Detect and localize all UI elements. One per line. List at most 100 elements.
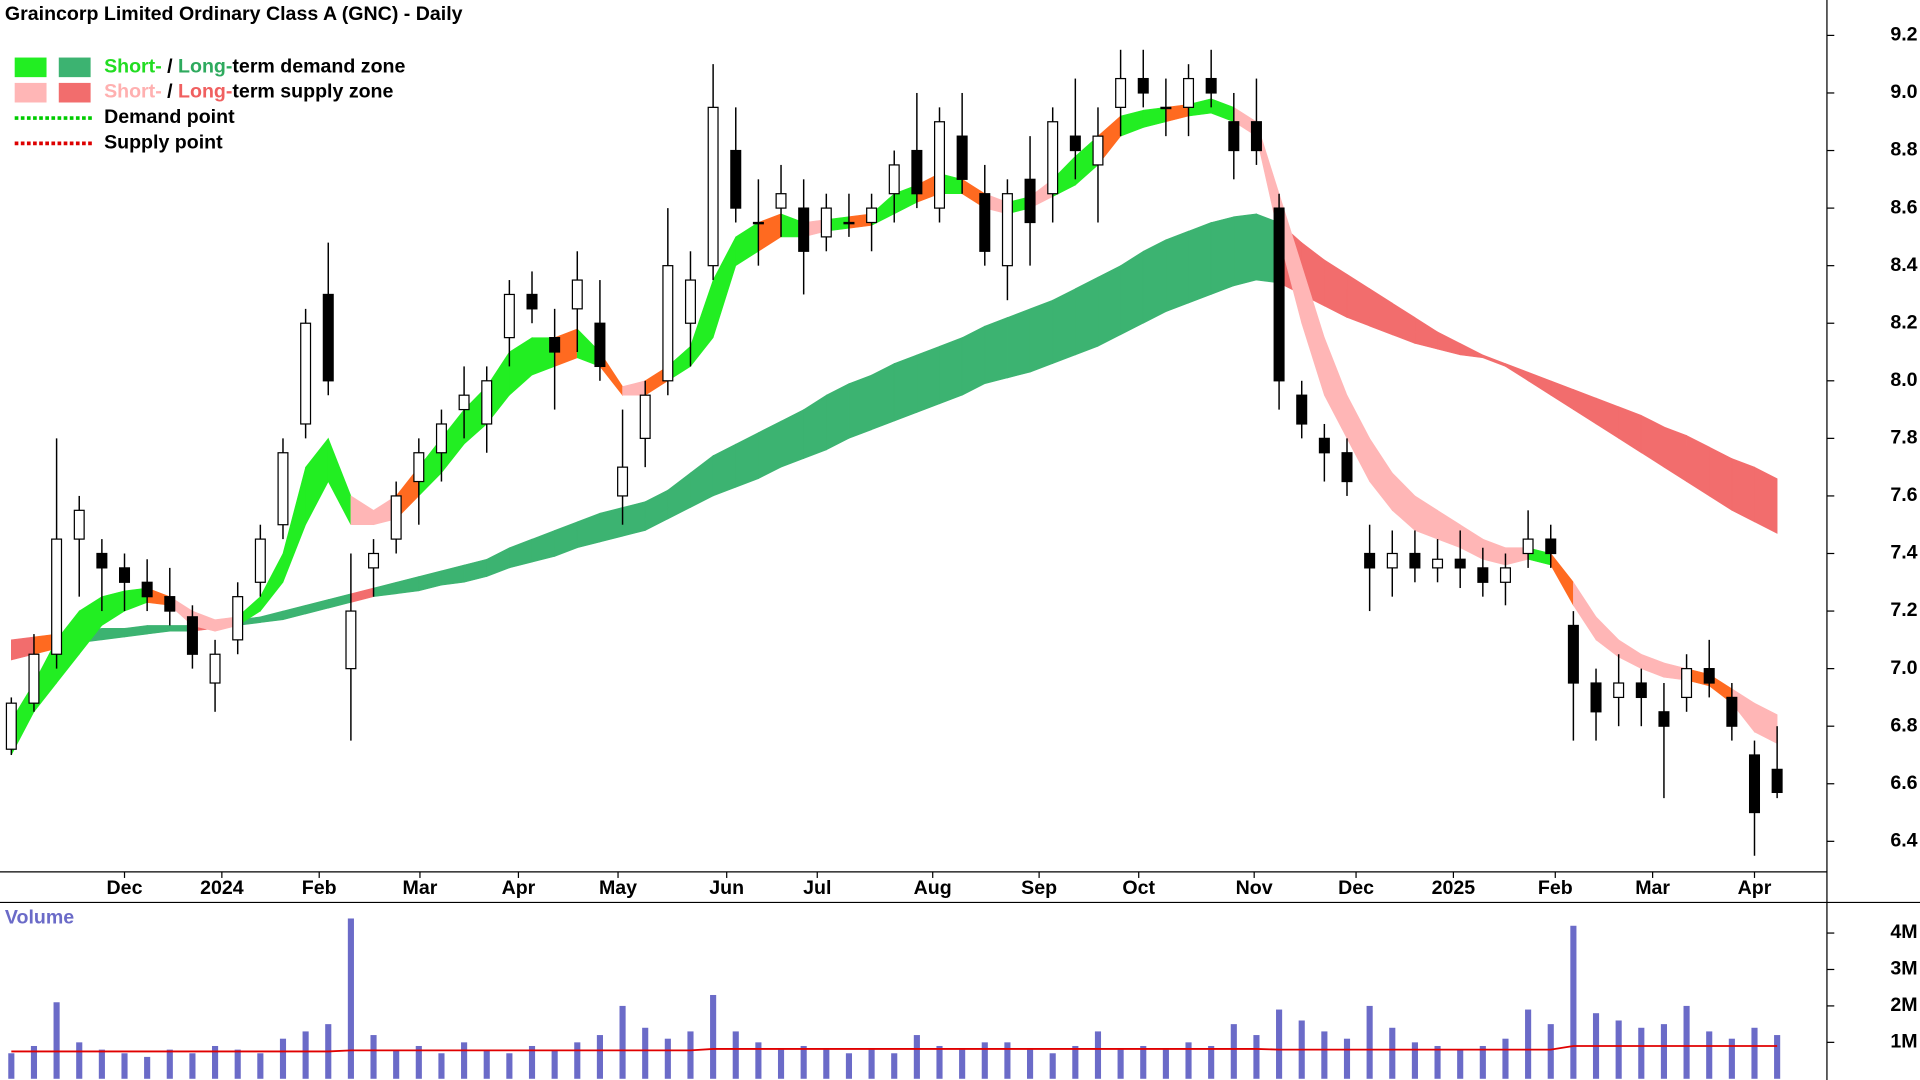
legend-text: Short- bbox=[104, 81, 162, 103]
volume-bar bbox=[234, 1049, 241, 1079]
volume-bar bbox=[1660, 1024, 1668, 1079]
volume-bar bbox=[619, 1005, 626, 1079]
volume-bar bbox=[959, 1049, 966, 1079]
y-tick-label: 4M bbox=[1890, 921, 1917, 943]
x-tick-label: Dec bbox=[107, 877, 143, 899]
candle-body bbox=[1273, 207, 1285, 382]
volume-bar bbox=[1321, 1031, 1328, 1079]
candle-body bbox=[684, 279, 696, 324]
volume-bar bbox=[1479, 1045, 1486, 1079]
x-tick-label: Jul bbox=[803, 877, 831, 899]
y-tick-label: 3M bbox=[1890, 958, 1917, 980]
long-zone bbox=[1029, 299, 1054, 373]
x-tick-label: Sep bbox=[1021, 877, 1057, 899]
legend-text: / bbox=[162, 81, 178, 103]
candle-body bbox=[617, 466, 629, 497]
volume-bar bbox=[1706, 1031, 1713, 1079]
x-tick-label: Apr bbox=[502, 877, 536, 899]
y-tick-label: 1M bbox=[1890, 1031, 1917, 1053]
candle-body bbox=[639, 394, 651, 439]
candle-body bbox=[1658, 711, 1670, 727]
candle-body bbox=[390, 495, 402, 540]
y-tick-label: 7.2 bbox=[1890, 599, 1917, 621]
candle-body bbox=[119, 567, 131, 583]
volume-bar bbox=[551, 1049, 558, 1079]
candle-body bbox=[1499, 567, 1511, 583]
candle-body bbox=[51, 538, 63, 655]
candle-body bbox=[1748, 754, 1761, 814]
volume-bar bbox=[1185, 1042, 1192, 1079]
candle-body bbox=[820, 207, 832, 238]
candle-body bbox=[1001, 193, 1013, 267]
volume-bar bbox=[121, 1053, 128, 1079]
candle-body bbox=[594, 322, 606, 368]
y-tick-label: 8.2 bbox=[1890, 311, 1917, 333]
x-tick-label: Jun bbox=[709, 877, 744, 899]
candle-body bbox=[956, 135, 968, 180]
candle-body bbox=[843, 221, 855, 225]
candle-body bbox=[730, 149, 742, 209]
volume-bar bbox=[891, 1053, 898, 1079]
y-tick-label: 9.2 bbox=[1890, 24, 1917, 46]
x-tick-label: Dec bbox=[1338, 877, 1374, 899]
candle-body bbox=[73, 509, 85, 540]
volume-bar bbox=[1208, 1045, 1215, 1079]
volume-bar bbox=[1434, 1045, 1441, 1079]
volume-bar bbox=[1411, 1042, 1418, 1079]
legend-text: Long- bbox=[178, 56, 232, 78]
volume-bar bbox=[76, 1042, 83, 1079]
legend-label: Short- / Long-term demand zone bbox=[104, 56, 405, 78]
volume-bar bbox=[845, 1053, 853, 1079]
volume-bar bbox=[1751, 1027, 1758, 1079]
candle-body bbox=[1364, 552, 1376, 569]
candle-body bbox=[277, 452, 289, 526]
volume-bar bbox=[393, 1049, 400, 1079]
y-tick-label: 6.4 bbox=[1890, 829, 1917, 851]
y-tick-label: 8.8 bbox=[1890, 139, 1917, 161]
long-zone bbox=[1007, 308, 1031, 379]
legend-text: Long- bbox=[178, 81, 232, 103]
candle-body bbox=[1567, 624, 1579, 684]
long-zone bbox=[826, 383, 850, 451]
volume-bar bbox=[596, 1035, 603, 1079]
long-zone bbox=[939, 337, 963, 405]
volume-bar bbox=[415, 1045, 422, 1079]
candle-body bbox=[1613, 682, 1625, 699]
candle-body bbox=[1296, 394, 1308, 425]
volume-bar bbox=[1072, 1045, 1079, 1079]
candle-body bbox=[1069, 135, 1081, 152]
x-tick-label: 2024 bbox=[200, 877, 244, 899]
candle-body bbox=[458, 394, 470, 411]
x-tick-label: 2025 bbox=[1432, 877, 1476, 899]
candle-body bbox=[1522, 538, 1534, 555]
volume-bar bbox=[506, 1053, 513, 1079]
x-tick-label: Apr bbox=[1738, 877, 1772, 899]
candle-body bbox=[5, 702, 17, 750]
candle-body bbox=[866, 207, 878, 224]
candle-body bbox=[1386, 552, 1398, 569]
volume-bar bbox=[800, 1045, 807, 1079]
y-tick-label: 8.4 bbox=[1890, 254, 1917, 276]
volume-bar bbox=[664, 1038, 671, 1079]
volume-bar bbox=[868, 1049, 875, 1079]
price-plot bbox=[5, 49, 1783, 856]
long-zone bbox=[599, 507, 623, 543]
long-zone bbox=[1165, 230, 1189, 313]
candle-body bbox=[368, 552, 380, 569]
candle-body bbox=[1024, 178, 1036, 224]
volume-bar bbox=[438, 1053, 445, 1079]
candle-body bbox=[1092, 135, 1104, 166]
candle-body bbox=[300, 322, 312, 425]
candle-body bbox=[435, 423, 447, 454]
volume-bar bbox=[461, 1042, 468, 1079]
volume-bar bbox=[1140, 1045, 1147, 1079]
volume-bar bbox=[1343, 1038, 1351, 1079]
candle-body bbox=[1341, 452, 1353, 483]
legend: Short- / Long-term demand zone Short- / L… bbox=[14, 56, 405, 154]
volume-bar bbox=[1162, 1049, 1169, 1079]
legend-label: Short- / Long-term supply zone bbox=[104, 81, 393, 103]
volume-bar bbox=[347, 918, 354, 1079]
candle-body bbox=[888, 164, 900, 195]
volume-bar bbox=[370, 1035, 377, 1079]
